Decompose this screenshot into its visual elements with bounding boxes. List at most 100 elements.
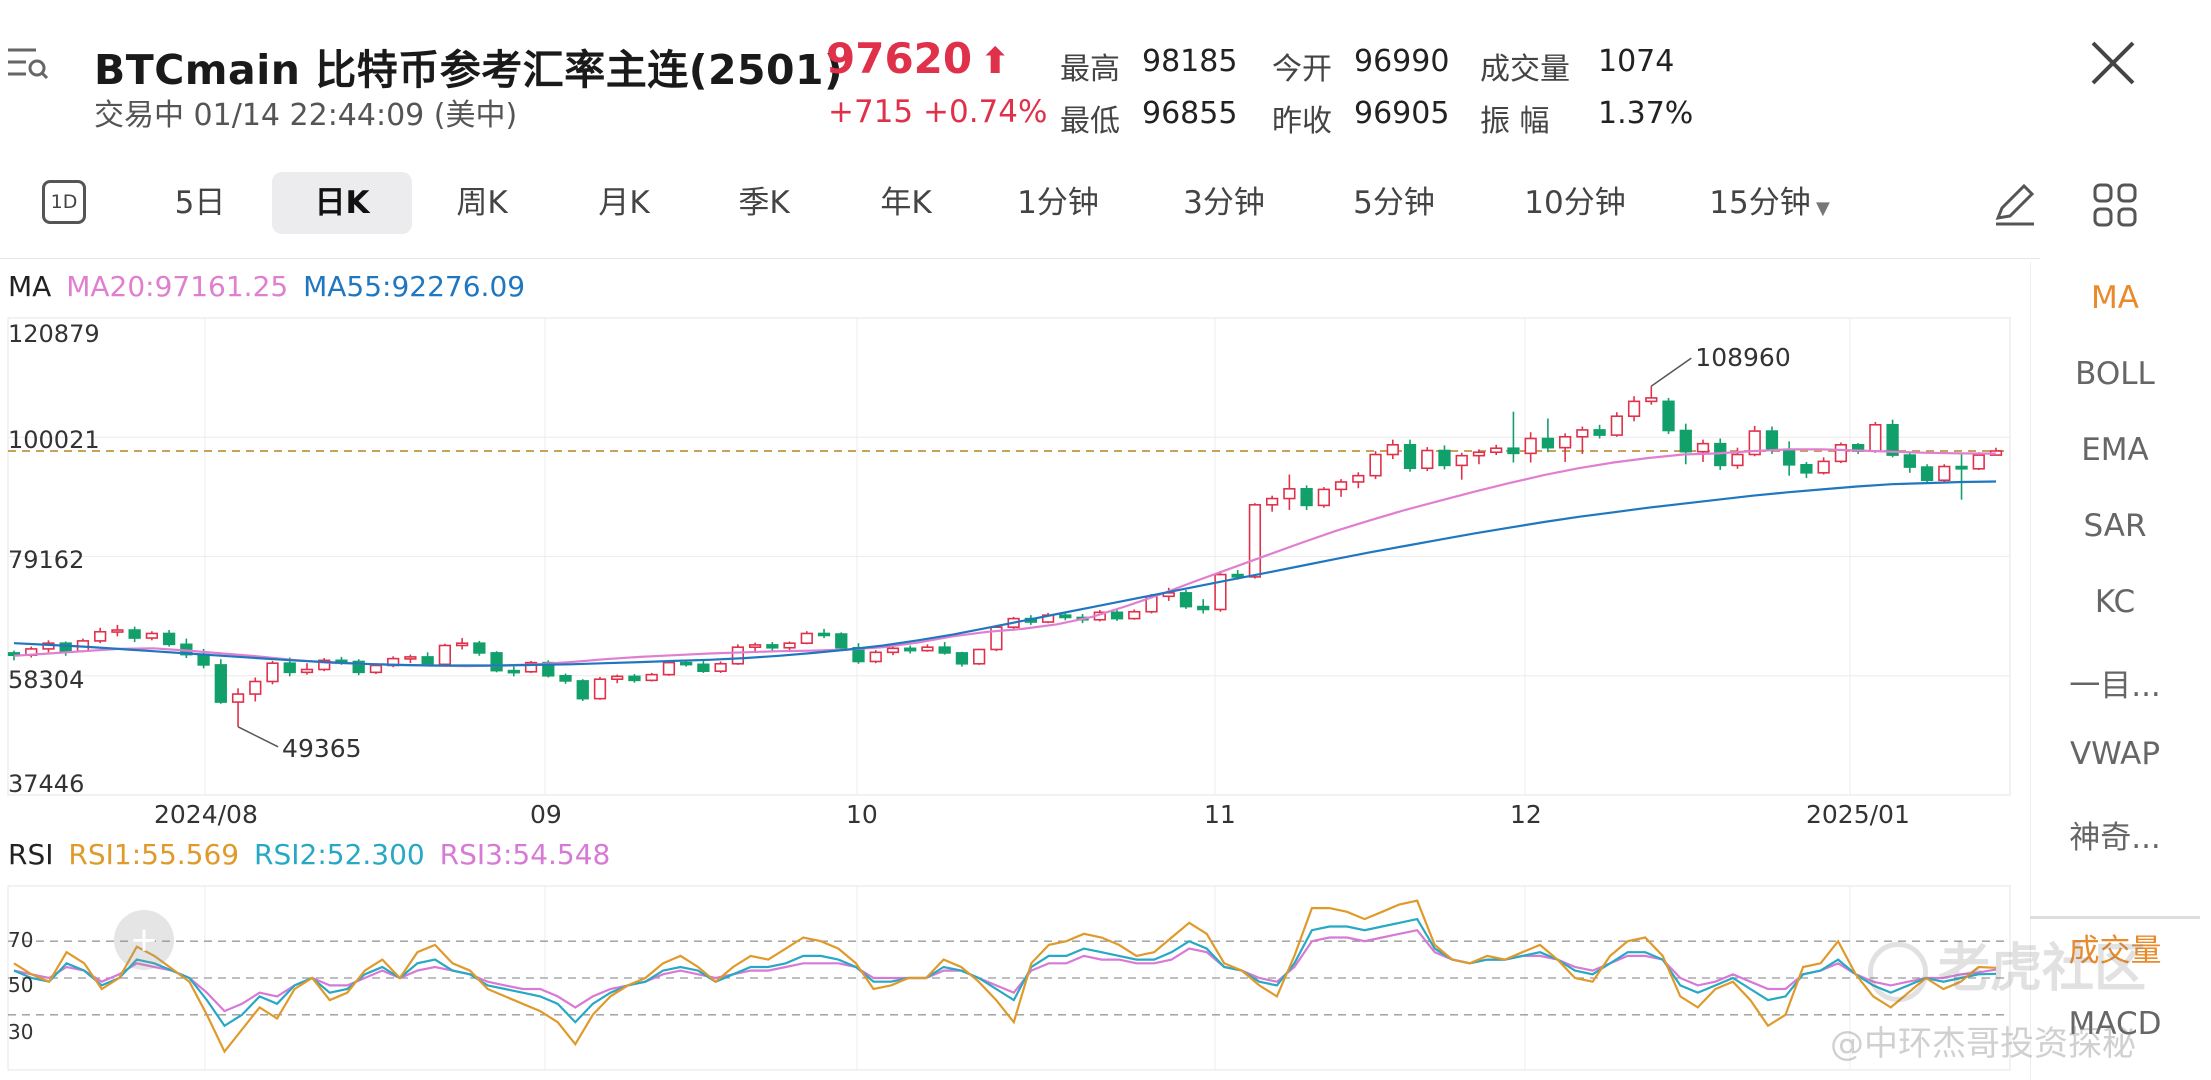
crosshair-handle[interactable]: + <box>114 910 174 970</box>
candle-body <box>1283 488 1296 500</box>
draw-pencil-icon[interactable] <box>1990 180 2038 228</box>
candle-body <box>94 630 107 642</box>
candle-body <box>1128 610 1141 620</box>
price-axis-tick: 58304 <box>8 666 85 694</box>
stat-label: 最高 <box>1060 52 1120 87</box>
candle-body <box>490 652 503 672</box>
ma-legend-label: MA <box>8 270 52 303</box>
date-axis-tick: 2025/01 <box>1806 800 1910 829</box>
candle-body <box>1765 430 1779 451</box>
indicator-9[interactable]: MACD <box>2068 1006 2162 1042</box>
rsi-axis-tick: 50 <box>8 973 34 997</box>
rsi1-line <box>13 899 1997 1054</box>
brand-watermark: 老虎社区 <box>1868 926 2146 1002</box>
stat-label: 振 幅 <box>1480 104 1550 139</box>
author-watermark: @中环杰哥投资探秘 <box>1830 1024 2136 1064</box>
candle-body <box>1197 605 1210 611</box>
candle-body <box>1231 573 1244 578</box>
indicator-6[interactable]: VWAP <box>2069 736 2161 772</box>
candle-body <box>1558 435 1572 449</box>
candle-body <box>593 678 607 700</box>
low-marker-label: 49365 <box>282 734 362 763</box>
stat-label: 今开 <box>1272 52 1332 87</box>
date-axis-tick: 09 <box>530 800 562 829</box>
candle-body <box>1731 453 1744 467</box>
period-1d-icon[interactable]: 1D <box>42 180 86 224</box>
candle-body <box>1369 453 1382 477</box>
candle-body <box>1576 429 1589 438</box>
candle-body <box>731 646 745 665</box>
candle-body <box>1748 430 1761 456</box>
tab-4[interactable]: 季K <box>738 185 790 221</box>
candle-body <box>145 632 159 639</box>
price-change: +715 +0.74% <box>828 94 1048 130</box>
indicator-4[interactable]: KC <box>2094 584 2136 620</box>
tab-2[interactable]: 周K <box>456 185 508 221</box>
candle-body <box>111 629 124 633</box>
arrow-up-icon: ⬆ <box>980 41 1011 82</box>
stat-label: 成交量 <box>1480 52 1570 87</box>
candle-body <box>266 662 279 683</box>
candle-body <box>1110 611 1124 620</box>
menu-list-icon[interactable] <box>6 44 50 84</box>
candle-body <box>835 633 848 649</box>
candle-body <box>680 661 693 666</box>
candle-body <box>404 656 417 660</box>
high-marker-label: 108960 <box>1695 343 1790 372</box>
rsi-legend-label: RSI <box>8 838 54 871</box>
tab-1[interactable]: 日K <box>272 172 412 234</box>
tab-3[interactable]: 月K <box>598 185 650 221</box>
candle-body <box>1800 464 1813 474</box>
candle-body <box>1352 474 1365 483</box>
rsi-axis-tick: 70 <box>8 928 34 952</box>
tab-8[interactable]: 5分钟 <box>1353 185 1435 221</box>
indicator-1[interactable]: BOLL <box>2075 356 2155 392</box>
tab-5[interactable]: 年K <box>880 185 932 221</box>
candle-body <box>524 661 538 673</box>
candle-body <box>249 680 262 695</box>
rsi2-legend: RSI2:52.300 <box>254 838 425 871</box>
candle-body <box>1834 444 1848 463</box>
candle-body <box>231 693 245 703</box>
tab-6[interactable]: 1分钟 <box>1017 185 1099 221</box>
ma55-line <box>13 480 1997 667</box>
candle-body <box>1541 437 1555 449</box>
indicator-7[interactable]: 神奇... <box>2069 820 2161 856</box>
candle-body <box>59 642 72 652</box>
candlestick-chart[interactable]: 108960 49365 <box>0 310 2020 800</box>
candle-body <box>1472 451 1486 457</box>
price-axis-tick: 120879 <box>8 320 100 348</box>
candle-body <box>869 651 882 663</box>
indicator-2[interactable]: EMA <box>2081 432 2149 468</box>
candle-body <box>1300 488 1313 507</box>
candle-body <box>1317 488 1330 507</box>
date-axis-tick: 11 <box>1204 800 1236 829</box>
candle-body <box>748 644 762 648</box>
candle-body <box>714 662 727 673</box>
candle-body <box>473 642 486 654</box>
tab-divider <box>0 258 2040 259</box>
price-axis-tick: 37446 <box>8 770 85 798</box>
candle-body <box>559 674 572 682</box>
candle-body <box>955 652 969 665</box>
dropdown-caret-icon[interactable]: ▼ <box>1816 198 1830 219</box>
indicator-8[interactable]: 成交量 <box>2030 916 2200 970</box>
date-axis-tick: 2024/08 <box>154 800 258 829</box>
candle-body <box>1334 481 1348 491</box>
close-icon[interactable] <box>2090 40 2136 86</box>
tab-9[interactable]: 10分钟 <box>1524 185 1626 221</box>
tab-0[interactable]: 5日 <box>174 185 226 221</box>
grid-layout-icon[interactable] <box>2092 182 2138 228</box>
rsi-axis-tick: 30 <box>8 1020 34 1044</box>
rsi-chart[interactable] <box>0 880 2020 1080</box>
indicator-3[interactable]: SAR <box>2083 508 2147 544</box>
indicator-5[interactable]: 一目... <box>2069 668 2161 704</box>
candle-body <box>283 662 296 674</box>
tab-7[interactable]: 3分钟 <box>1183 185 1265 221</box>
tab-10[interactable]: 15分钟 <box>1709 185 1811 221</box>
indicator-0[interactable]: MA <box>2091 280 2139 316</box>
candle-body <box>1507 447 1520 455</box>
candle-body <box>697 663 710 673</box>
candle-body <box>662 661 676 676</box>
price-axis-tick: 79162 <box>8 546 85 574</box>
